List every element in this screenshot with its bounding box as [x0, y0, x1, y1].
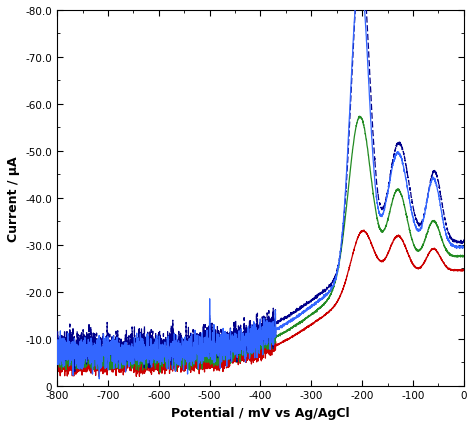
- X-axis label: Potential / mV vs Ag/AgCl: Potential / mV vs Ag/AgCl: [171, 406, 350, 419]
- Y-axis label: Current / μA: Current / μA: [7, 155, 20, 241]
